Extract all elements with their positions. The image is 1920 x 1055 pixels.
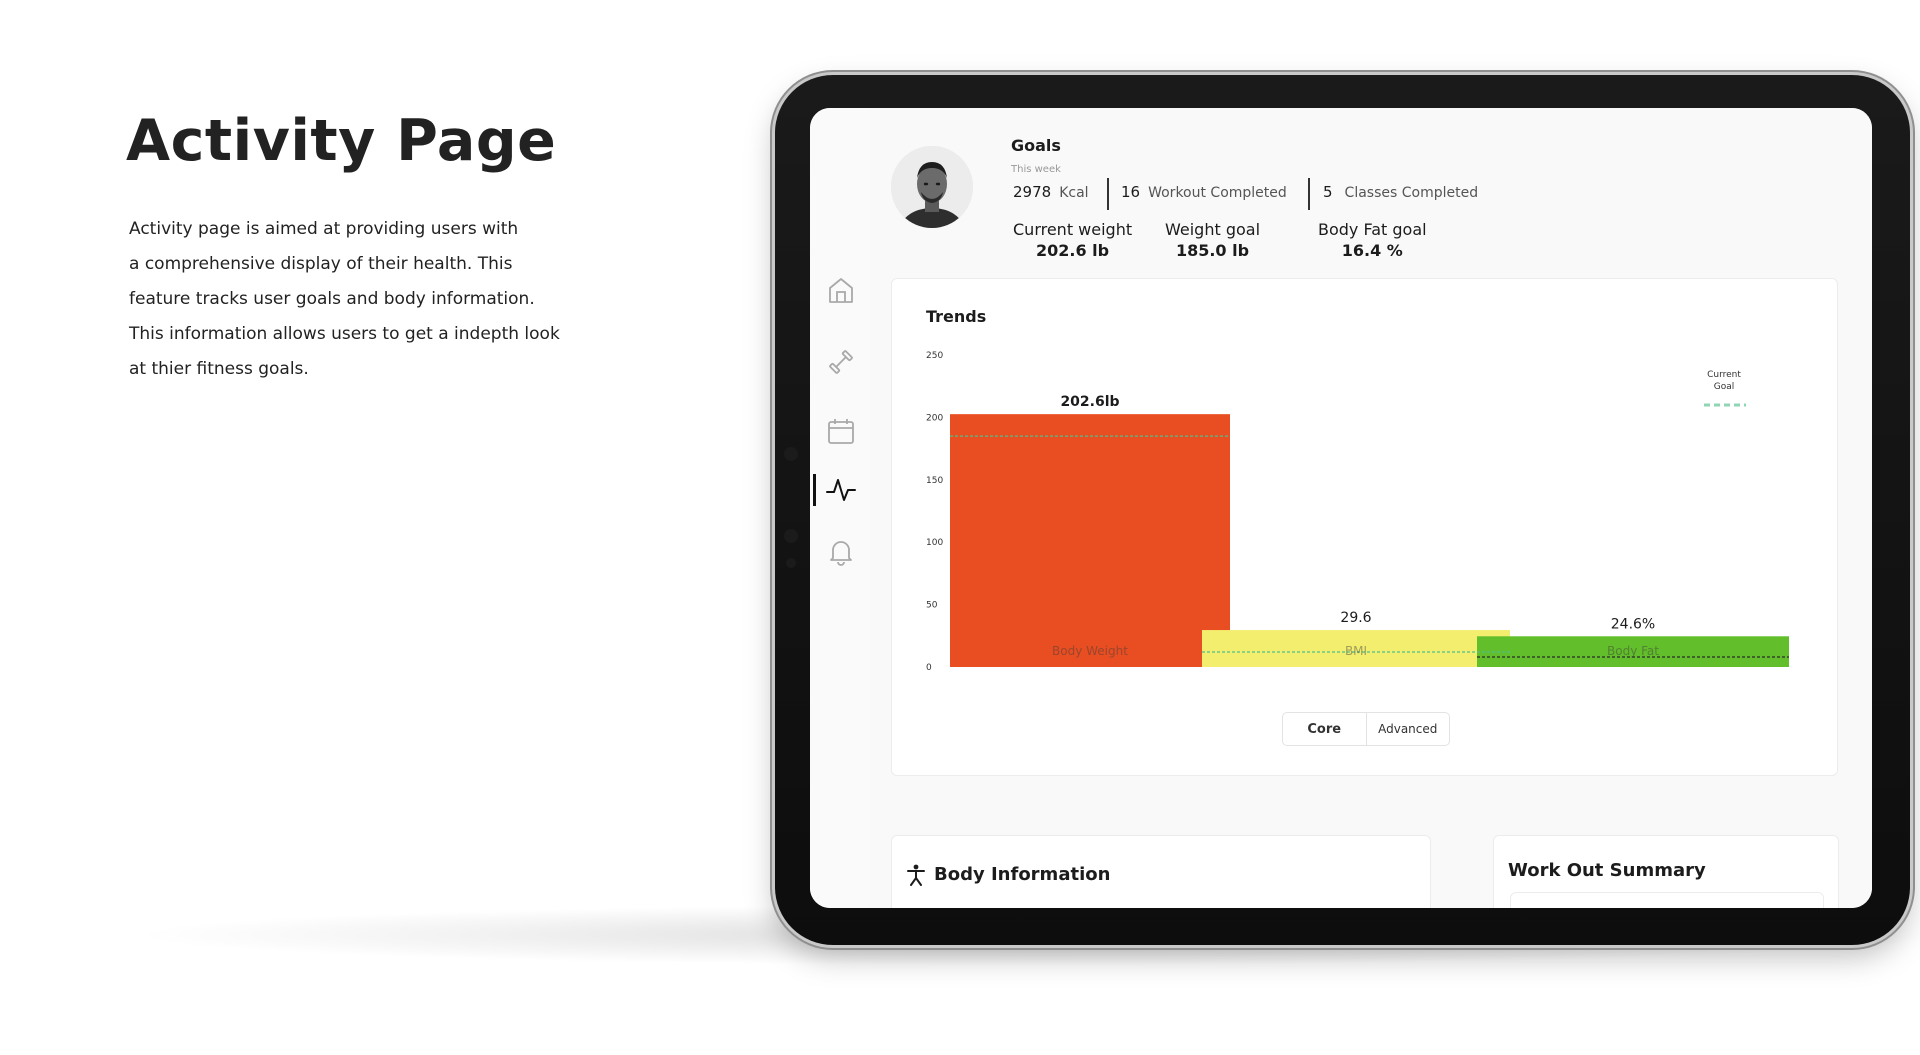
bar-body-weight bbox=[950, 414, 1230, 667]
y-tick-label: 100 bbox=[926, 538, 943, 548]
camera-dot bbox=[784, 529, 798, 543]
volume-button bbox=[852, 71, 894, 76]
body-fat-goal-label: Body Fat goal bbox=[1318, 220, 1427, 239]
trends-title: Trends bbox=[926, 307, 987, 326]
sidebar-item-workouts[interactable] bbox=[824, 345, 858, 379]
dumbbell-icon bbox=[829, 350, 853, 374]
y-tick-label: 0 bbox=[926, 663, 932, 673]
toggle-advanced[interactable]: Advanced bbox=[1378, 722, 1438, 736]
workout-summary-title: Work Out Summary bbox=[1508, 860, 1706, 881]
y-tick-label: 200 bbox=[926, 413, 943, 423]
y-tick-label: 50 bbox=[926, 601, 938, 611]
current-weight-value: 202.6 lb bbox=[1036, 241, 1110, 260]
avatar[interactable] bbox=[891, 146, 973, 228]
description-line: at thier fitness goals. bbox=[129, 359, 309, 379]
body-information-card: Body Information bbox=[891, 835, 1431, 908]
workout-summary-item[interactable] bbox=[1510, 892, 1824, 908]
workouts-value: 16 bbox=[1121, 183, 1141, 201]
toggle-core[interactable]: Core bbox=[1283, 713, 1367, 745]
kcal-value: 2978 bbox=[1013, 183, 1052, 201]
trends-card: Trends 0 50 100 150 200 250 202.6lb Body Weight… bbox=[891, 278, 1838, 776]
bar-body-fat bbox=[1477, 636, 1789, 667]
legend-label: Goal bbox=[1714, 382, 1735, 392]
goals-subtitle: This week bbox=[1011, 164, 1061, 175]
divider bbox=[1308, 178, 1310, 210]
sidebar-item-activity[interactable] bbox=[824, 473, 858, 507]
data-label: 29.6 bbox=[1340, 610, 1371, 626]
description-line: Activity page is aimed at providing user… bbox=[129, 219, 519, 239]
trends-chart: 0 50 100 150 200 250 202.6lb Body Weight 29.6 BMI… bbox=[926, 351, 1789, 673]
active-indicator bbox=[813, 474, 816, 506]
category-label: Body Fat bbox=[1607, 644, 1659, 658]
sidebar bbox=[810, 108, 870, 908]
power-button bbox=[771, 120, 776, 168]
y-tick-label: 250 bbox=[926, 351, 943, 361]
current-weight-label: Current weight bbox=[1013, 220, 1133, 239]
home-icon bbox=[829, 278, 853, 303]
calendar-icon bbox=[828, 419, 854, 444]
category-label: BMI bbox=[1345, 644, 1367, 658]
weight-goal-metric: Weight goal 185.0 lb bbox=[1165, 220, 1260, 260]
description-line: This information allows users to get a i… bbox=[129, 324, 560, 344]
user-portrait-icon bbox=[891, 146, 973, 228]
description-line: feature tracks user goals and body infor… bbox=[129, 289, 535, 309]
bell-icon bbox=[830, 541, 852, 566]
page-description: Activity page is aimed at providing user… bbox=[129, 212, 589, 387]
classes-stat: 5 Classes Completed bbox=[1323, 183, 1478, 201]
data-label: 24.6% bbox=[1611, 616, 1655, 632]
camera-dot bbox=[786, 558, 796, 568]
person-icon bbox=[907, 864, 925, 886]
workouts-stat: 16 Workout Completed bbox=[1121, 183, 1287, 201]
tablet-screen: Goals This week 2978 Kcal 16 Workout Compl… bbox=[810, 108, 1872, 908]
body-fat-goal-value: 16.4 % bbox=[1341, 241, 1403, 260]
workout-summary-card: Work Out Summary bbox=[1493, 835, 1839, 908]
classes-value: 5 bbox=[1323, 183, 1333, 201]
classes-label: Classes Completed bbox=[1344, 185, 1479, 201]
core-advanced-toggle: Core Advanced bbox=[1282, 712, 1450, 746]
sidebar-item-home[interactable] bbox=[824, 273, 858, 307]
category-label: Body Weight bbox=[1052, 644, 1128, 658]
weight-goal-label: Weight goal bbox=[1165, 220, 1261, 239]
camera-dot bbox=[784, 447, 798, 461]
goals-title: Goals bbox=[1011, 136, 1061, 155]
sidebar-item-notifications[interactable] bbox=[824, 535, 858, 569]
legend-label: Current bbox=[1707, 370, 1741, 380]
kcal-label: Kcal bbox=[1059, 185, 1089, 201]
bar-bmi bbox=[1202, 630, 1510, 667]
data-label: 202.6lb bbox=[1060, 394, 1119, 410]
divider bbox=[1107, 178, 1109, 210]
volume-button bbox=[900, 71, 942, 76]
workouts-label: Workout Completed bbox=[1148, 185, 1287, 201]
y-tick-label: 150 bbox=[926, 476, 943, 486]
activity-pulse-icon bbox=[826, 479, 856, 501]
weight-goal-value: 185.0 lb bbox=[1175, 241, 1250, 260]
body-fat-goal-metric: Body Fat goal 16.4 % bbox=[1318, 220, 1427, 260]
description-line: a comprehensive display of their health.… bbox=[129, 254, 513, 274]
body-information-title: Body Information bbox=[934, 864, 1111, 885]
page-title: Activity Page bbox=[126, 108, 557, 174]
kcal-stat: 2978 Kcal bbox=[1013, 183, 1089, 201]
sidebar-item-calendar[interactable] bbox=[824, 414, 858, 448]
current-weight-metric: Current weight 202.6 lb bbox=[1013, 220, 1132, 260]
